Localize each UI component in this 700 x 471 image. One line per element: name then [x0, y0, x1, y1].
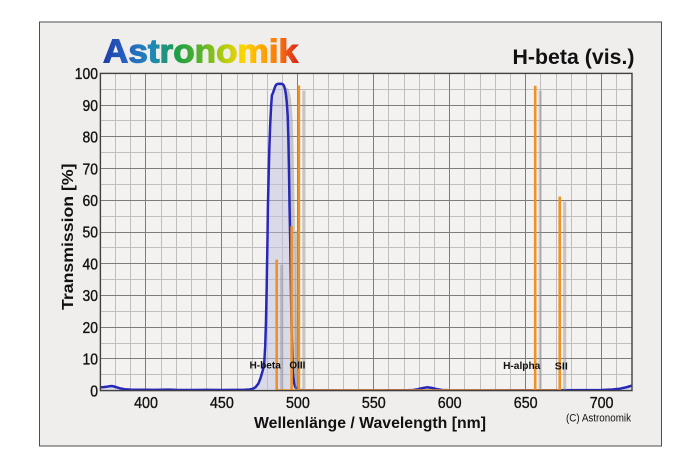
svg-text:30: 30: [83, 288, 99, 305]
svg-text:50: 50: [83, 225, 99, 242]
svg-text:90: 90: [83, 98, 99, 115]
svg-text:H-alpha: H-alpha: [503, 361, 541, 372]
svg-text:20: 20: [83, 320, 99, 337]
svg-text:400: 400: [134, 395, 158, 412]
svg-text:Transmission [%]: Transmission [%]: [60, 163, 77, 310]
svg-text:70: 70: [83, 161, 99, 178]
svg-text:100: 100: [75, 66, 99, 83]
svg-text:OIII: OIII: [289, 361, 305, 372]
svg-text:700: 700: [590, 395, 614, 412]
svg-text:10: 10: [83, 352, 99, 369]
svg-text:H-beta: H-beta: [249, 361, 281, 372]
svg-text:Wellenlänge / Wavelength [nm]: Wellenlänge / Wavelength [nm]: [254, 415, 486, 432]
svg-text:0: 0: [90, 383, 98, 400]
svg-text:500: 500: [286, 395, 310, 412]
svg-text:Astronomik: Astronomik: [103, 33, 299, 70]
svg-text:H-beta (vis.): H-beta (vis.): [513, 45, 635, 69]
svg-text:600: 600: [438, 395, 462, 412]
svg-text:(C) Astronomik: (C) Astronomik: [566, 413, 631, 425]
svg-text:550: 550: [362, 395, 386, 412]
svg-text:650: 650: [514, 395, 538, 412]
svg-text:60: 60: [83, 193, 99, 210]
svg-text:40: 40: [83, 256, 99, 273]
svg-text:SII: SII: [555, 362, 568, 373]
svg-text:450: 450: [210, 395, 234, 412]
svg-text:80: 80: [83, 130, 99, 147]
